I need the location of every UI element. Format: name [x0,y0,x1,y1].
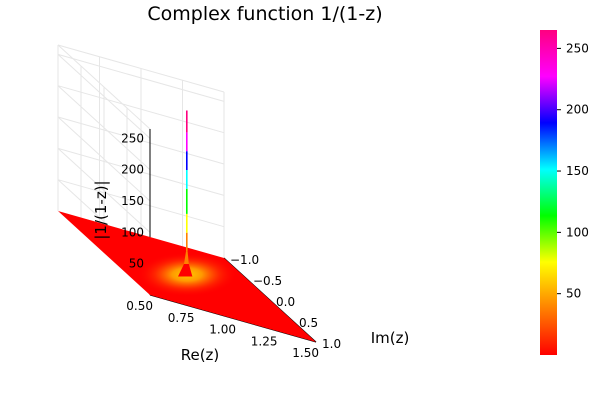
chart-title: Complex function 1/(1-z) [147,3,382,25]
colorbar-tick-label: 50 [566,287,581,301]
z-tick-label: 50 [129,257,144,271]
z-tick-label: 150 [121,194,144,208]
x-tick-label: 0.75 [168,311,195,325]
colorbar-tick-label: 250 [566,41,589,55]
spike-segment-2 [186,232,188,252]
spike-segment-1 [184,251,189,264]
colorbar-tick-label: 150 [566,164,589,178]
spike-segment-5 [186,170,188,189]
colorbar-tick-label: 100 [566,225,589,239]
colorbar-tick-label: 200 [566,103,589,117]
spike-segment-0 [178,264,193,277]
z-tick-label: 100 [121,225,144,239]
x-tick-label: 1.00 [209,323,236,337]
colorbar-ticks: 50 100 150 200 250 [557,41,589,301]
colorbar [540,30,557,355]
x-tick-label: 1.50 [292,346,319,360]
peak-spike [178,110,193,277]
y-tick-label: 0.0 [276,295,295,309]
grid-lines [57,44,225,295]
y-tick-label: −1.0 [230,253,259,267]
spike-segment-8 [186,110,188,133]
y-axis-label: Im(z) [371,329,410,347]
tick-labels: 0.50 0.75 1.00 1.25 1.50 −1.0 −0.5 0.0 0.5 1.0 50 1… [121,131,341,360]
x-tick-label: 0.50 [126,299,153,313]
y-tick-label: 1.0 [322,337,341,351]
x-tick-label: 1.25 [251,334,278,348]
grid-top-edge [57,44,225,130]
x-axis-label: Re(z) [181,346,220,364]
spike-segment-7 [186,132,188,152]
spike-segment-6 [186,151,188,170]
z-tick-label: 250 [121,131,144,145]
z-tick-label: 200 [121,163,144,177]
spike-segment-3 [186,213,188,233]
z-axis-label: |1/(1-z)| [92,180,110,239]
spike-segment-4 [186,188,188,214]
y-tick-label: −0.5 [253,274,282,288]
y-tick-label: 0.5 [299,316,318,330]
